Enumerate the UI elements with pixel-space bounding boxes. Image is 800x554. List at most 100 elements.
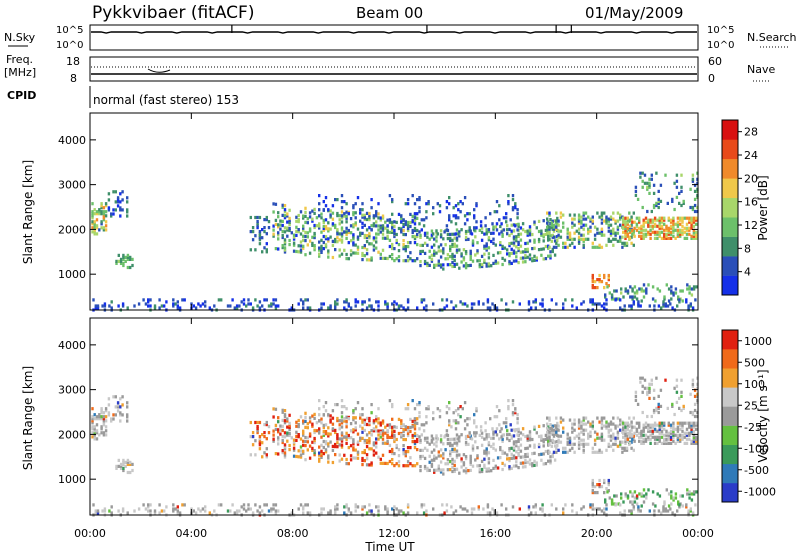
power-cell <box>121 304 125 308</box>
velocity-cell <box>653 421 657 425</box>
velocity-cell <box>658 435 661 439</box>
power-cell <box>379 256 382 260</box>
velocity-cell <box>347 509 350 513</box>
velocity-cell <box>508 438 511 443</box>
power-cell <box>265 298 268 302</box>
power-cell <box>283 238 287 242</box>
velocity-cell <box>393 429 396 433</box>
power-cell <box>288 226 291 230</box>
power-cell <box>685 298 688 302</box>
power-cell <box>95 226 99 230</box>
power-cell <box>544 228 548 232</box>
power-cell <box>591 219 594 223</box>
velocity-cell <box>517 429 520 433</box>
power-cell <box>100 210 103 214</box>
power-cell <box>630 223 633 227</box>
velocity-cell <box>406 403 410 407</box>
power-cell <box>117 304 120 308</box>
velocity-cell <box>652 388 656 392</box>
velocity-cell <box>515 464 518 468</box>
power-cell <box>692 228 696 232</box>
power-cell <box>606 285 609 289</box>
power-cell <box>258 242 262 246</box>
velocity-cell <box>467 442 470 446</box>
velocity-cell <box>365 416 369 420</box>
power-cell <box>347 304 350 308</box>
power-cell <box>659 199 663 203</box>
power-cell <box>235 306 239 310</box>
velocity-cell <box>532 505 535 509</box>
velocity-cell <box>514 411 517 415</box>
power-cell <box>696 189 699 193</box>
velocity-cell <box>274 407 278 411</box>
velocity-cell <box>603 507 606 511</box>
power-cell <box>391 222 394 226</box>
power-cell <box>540 233 543 237</box>
power-cell <box>589 219 592 223</box>
velocity-cell <box>126 401 129 405</box>
velocity-cell <box>436 407 439 411</box>
power-cell <box>302 300 305 304</box>
power-cell <box>512 251 516 255</box>
velocity-cell <box>363 421 366 425</box>
power-cell <box>690 293 694 297</box>
power-cell <box>192 304 195 308</box>
power-cell <box>445 304 449 308</box>
velocity-cell <box>492 466 495 470</box>
power-cell <box>423 251 427 255</box>
power-cell <box>283 246 287 250</box>
power-cell <box>686 283 689 287</box>
velocity-cell <box>622 421 625 425</box>
power-cell <box>695 216 698 220</box>
power-cell <box>552 245 556 249</box>
velocity-cell <box>467 469 470 473</box>
power-cell <box>490 239 493 244</box>
velocity-cell <box>329 414 332 418</box>
velocity-cell <box>642 439 645 443</box>
velocity-cell <box>658 429 661 433</box>
velocity-cell <box>115 464 118 468</box>
nave-tick-top: 60 <box>708 55 722 68</box>
power-cell <box>421 249 424 253</box>
velocity-cell <box>336 437 339 441</box>
power-cell <box>517 242 520 246</box>
velocity-cell <box>304 419 307 423</box>
power-cell <box>425 216 428 220</box>
power-cell <box>676 234 680 238</box>
colorbar-segment <box>722 425 738 445</box>
power-cell <box>423 259 427 264</box>
power-cell <box>277 233 280 237</box>
power-cell <box>622 295 625 299</box>
power-cell <box>479 224 483 228</box>
power-cell <box>626 226 629 230</box>
velocity-cell <box>674 496 678 500</box>
power-cell <box>402 259 405 263</box>
power-cell <box>281 203 284 207</box>
power-cell <box>689 187 692 191</box>
power-cell <box>464 264 468 268</box>
velocity-cell <box>499 456 502 460</box>
velocity-cell <box>100 407 103 411</box>
velocity-cell <box>442 454 445 458</box>
power-cell <box>652 205 656 210</box>
velocity-cell <box>365 422 369 427</box>
power-cell <box>442 249 445 253</box>
power-cell <box>292 235 296 239</box>
velocity-cell <box>418 435 421 439</box>
velocity-cell <box>302 507 305 511</box>
power-cell <box>452 206 455 210</box>
velocity-cell <box>626 437 629 441</box>
power-cell <box>388 230 392 234</box>
power-cell <box>306 306 309 310</box>
power-cell <box>656 218 659 222</box>
velocity-cell <box>299 437 303 441</box>
velocity-cell <box>521 461 525 465</box>
power-cell <box>655 201 658 205</box>
power-cell <box>532 300 535 304</box>
power-cell <box>549 250 552 254</box>
velocity-cell <box>647 425 650 429</box>
power-cell <box>596 278 599 282</box>
velocity-cell <box>442 472 445 476</box>
power-cell <box>685 232 689 236</box>
velocity-cell <box>100 427 103 431</box>
